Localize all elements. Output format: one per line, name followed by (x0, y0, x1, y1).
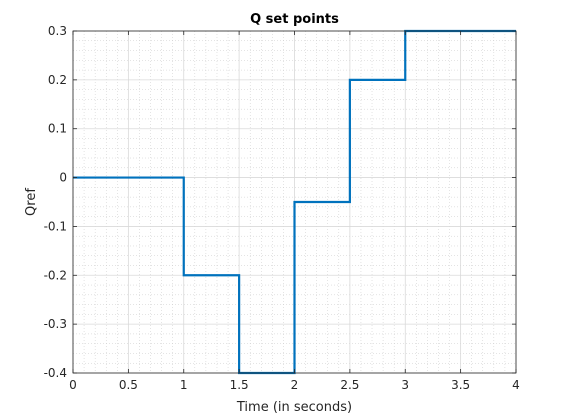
x-tick-label: 2.5 (340, 378, 359, 392)
y-tick-label: -0.3 (44, 317, 67, 331)
x-tick-label: 1.5 (230, 378, 249, 392)
series-line (73, 29, 516, 375)
y-tick-label: 0.3 (48, 24, 67, 38)
x-tick-label: 2 (291, 378, 299, 392)
y-tick-label: -0.1 (44, 219, 67, 233)
x-tick-labels: 0 0.5 1 1.5 2 2.5 3 3.5 4 (69, 378, 520, 392)
x-tick-label: 0.5 (119, 378, 138, 392)
y-tick-label: -0.2 (44, 268, 67, 282)
x-tick-label: 4 (512, 378, 520, 392)
x-tick-label: 3.5 (451, 378, 470, 392)
y-tick-label: -0.4 (44, 366, 67, 380)
chart-title: Q set points (250, 12, 339, 27)
x-tick-label: 0 (69, 378, 77, 392)
y-tick-labels: -0.4 -0.3 -0.2 -0.1 0 0.1 0.2 0.3 (44, 24, 67, 380)
series-layer (73, 29, 516, 375)
x-tick-label: 3 (401, 378, 409, 392)
y-tick-label: 0 (59, 171, 67, 185)
y-tick-label: 0.2 (48, 73, 67, 87)
x-tick-label: 1 (180, 378, 188, 392)
minor-grid (73, 31, 516, 373)
y-axis-label: Qref (24, 188, 39, 216)
y-tick-label: 0.1 (48, 122, 67, 136)
axis-ticks (72, 30, 517, 374)
x-axis-label: Time (in seconds) (236, 400, 352, 415)
